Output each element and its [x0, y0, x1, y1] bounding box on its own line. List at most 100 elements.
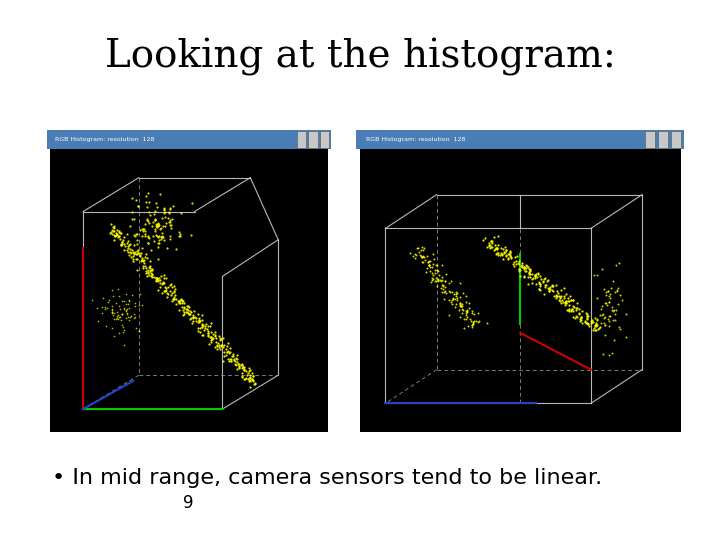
- Point: [205, 319, 217, 327]
- Point: [439, 282, 451, 291]
- Point: [567, 296, 579, 305]
- Point: [196, 322, 207, 331]
- Point: [107, 311, 119, 320]
- Point: [131, 249, 143, 258]
- Point: [524, 265, 536, 273]
- Point: [149, 225, 161, 233]
- Point: [246, 375, 258, 383]
- Point: [128, 215, 140, 224]
- Point: [105, 228, 117, 237]
- Point: [437, 285, 449, 293]
- Point: [600, 288, 612, 296]
- Point: [582, 319, 593, 328]
- Point: [199, 320, 211, 329]
- Point: [472, 309, 484, 318]
- Point: [158, 221, 169, 230]
- Point: [233, 364, 245, 373]
- Point: [223, 348, 235, 357]
- Point: [115, 241, 127, 249]
- Point: [546, 281, 557, 289]
- Point: [225, 348, 236, 356]
- Point: [606, 284, 617, 292]
- Point: [575, 313, 587, 322]
- Point: [215, 342, 227, 350]
- Point: [508, 262, 520, 271]
- Point: [574, 308, 585, 317]
- Point: [243, 374, 255, 382]
- Point: [552, 289, 564, 298]
- Point: [118, 233, 130, 241]
- Point: [427, 259, 438, 268]
- Point: [137, 301, 148, 309]
- Point: [156, 233, 167, 242]
- Point: [413, 247, 425, 256]
- Point: [107, 285, 118, 294]
- Point: [568, 303, 580, 312]
- Point: [244, 371, 256, 380]
- Point: [566, 305, 577, 314]
- Point: [146, 265, 158, 273]
- Point: [454, 279, 466, 287]
- Point: [410, 251, 422, 259]
- Point: [527, 269, 539, 278]
- Point: [197, 311, 208, 320]
- Point: [206, 334, 217, 343]
- Point: [151, 274, 163, 282]
- Point: [136, 232, 148, 241]
- Point: [153, 239, 165, 247]
- Point: [581, 311, 593, 320]
- Point: [503, 254, 514, 263]
- Point: [236, 373, 248, 382]
- Point: [451, 288, 463, 297]
- Point: [158, 204, 170, 212]
- Point: [546, 286, 558, 294]
- Point: [468, 309, 480, 318]
- Point: [153, 255, 164, 264]
- Point: [181, 308, 192, 317]
- Point: [104, 228, 116, 237]
- Point: [118, 304, 130, 313]
- Point: [202, 327, 213, 336]
- Point: [122, 242, 134, 251]
- Point: [127, 255, 139, 264]
- Point: [445, 298, 456, 306]
- Point: [491, 244, 503, 252]
- Point: [435, 284, 446, 292]
- Point: [213, 340, 225, 349]
- Point: [111, 308, 122, 316]
- Point: [542, 284, 554, 293]
- Point: [109, 235, 120, 244]
- Point: [518, 262, 530, 271]
- Point: [116, 320, 127, 329]
- Point: [491, 245, 503, 253]
- Point: [582, 319, 593, 328]
- Point: [607, 306, 618, 315]
- Point: [559, 298, 571, 306]
- Point: [151, 222, 163, 231]
- Point: [96, 302, 107, 311]
- Point: [131, 235, 143, 244]
- Point: [245, 383, 256, 391]
- Point: [164, 204, 176, 213]
- Point: [125, 247, 136, 256]
- Point: [145, 268, 157, 277]
- Point: [461, 308, 472, 317]
- Point: [531, 273, 542, 282]
- Point: [114, 234, 125, 243]
- Point: [153, 233, 164, 241]
- Point: [463, 304, 474, 313]
- Point: [427, 262, 438, 271]
- Point: [111, 228, 122, 237]
- Point: [103, 296, 114, 305]
- Point: [144, 207, 156, 216]
- Point: [523, 262, 534, 271]
- Point: [554, 292, 565, 300]
- Point: [199, 324, 211, 333]
- Point: [539, 289, 550, 298]
- Point: [440, 288, 451, 297]
- Point: [426, 269, 438, 278]
- Point: [122, 247, 134, 256]
- Point: [158, 279, 169, 287]
- Point: [158, 286, 169, 295]
- Point: [435, 275, 446, 284]
